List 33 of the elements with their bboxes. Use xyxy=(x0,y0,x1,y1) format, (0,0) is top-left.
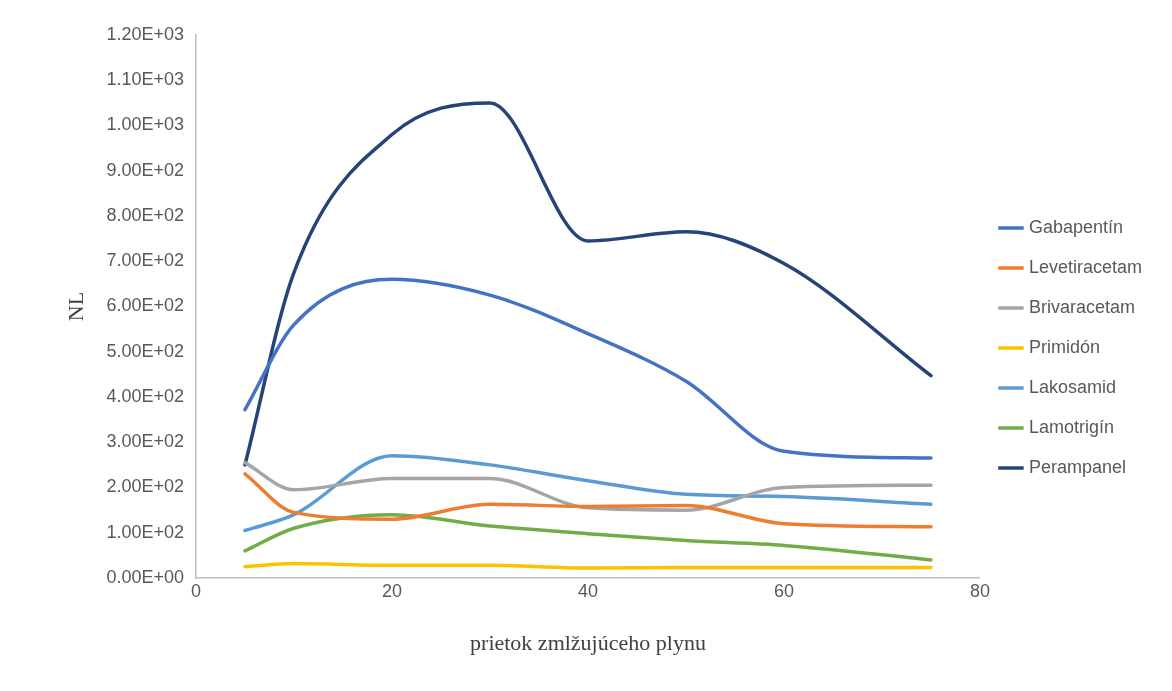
legend-label: Lamotrigín xyxy=(1028,416,1114,437)
x-tick-label: 0 xyxy=(190,580,201,601)
y-tick-label: 6.00E+02 xyxy=(106,295,184,316)
y-tick-label: 1.10E+03 xyxy=(106,69,184,90)
legend-label: Brivaracetam xyxy=(1028,296,1135,317)
line-series xyxy=(243,277,933,460)
x-tick-label: 80 xyxy=(969,580,990,601)
y-tick-label: 3.00E+02 xyxy=(106,431,184,452)
y-tick-label: 0.00E+00 xyxy=(106,566,184,587)
y-tick-label: 1.20E+03 xyxy=(106,23,184,44)
line-series xyxy=(243,512,933,562)
y-tick-label: 7.00E+02 xyxy=(106,250,184,271)
line-series xyxy=(243,101,933,467)
line-series xyxy=(243,472,933,529)
y-axis-title: NL xyxy=(62,291,88,322)
x-tick-label: 20 xyxy=(381,580,402,601)
y-tick-label: 1.00E+03 xyxy=(106,114,184,135)
legend-label: Levetiracetam xyxy=(1028,256,1143,277)
legend-label: Primidón xyxy=(1028,336,1100,357)
legend-label: Perampanel xyxy=(1028,456,1127,477)
y-tick-label: 1.00E+02 xyxy=(106,521,184,542)
y-tick-label: 5.00E+02 xyxy=(106,340,184,361)
line-series xyxy=(243,454,933,533)
y-tick-label: 4.00E+02 xyxy=(106,385,184,406)
legend-label: Gabapentín xyxy=(1028,216,1124,237)
y-tick-label: 2.00E+02 xyxy=(106,476,184,497)
x-tick-label: 60 xyxy=(773,580,794,601)
x-tick-label: 40 xyxy=(577,580,598,601)
legend-label: Lakosamid xyxy=(1028,376,1116,397)
line-series xyxy=(243,460,933,512)
y-tick-label: 9.00E+02 xyxy=(106,159,184,180)
y-tick-label: 8.00E+02 xyxy=(106,204,184,225)
x-axis-title: prietok zmlžujúceho plynu xyxy=(470,629,706,655)
